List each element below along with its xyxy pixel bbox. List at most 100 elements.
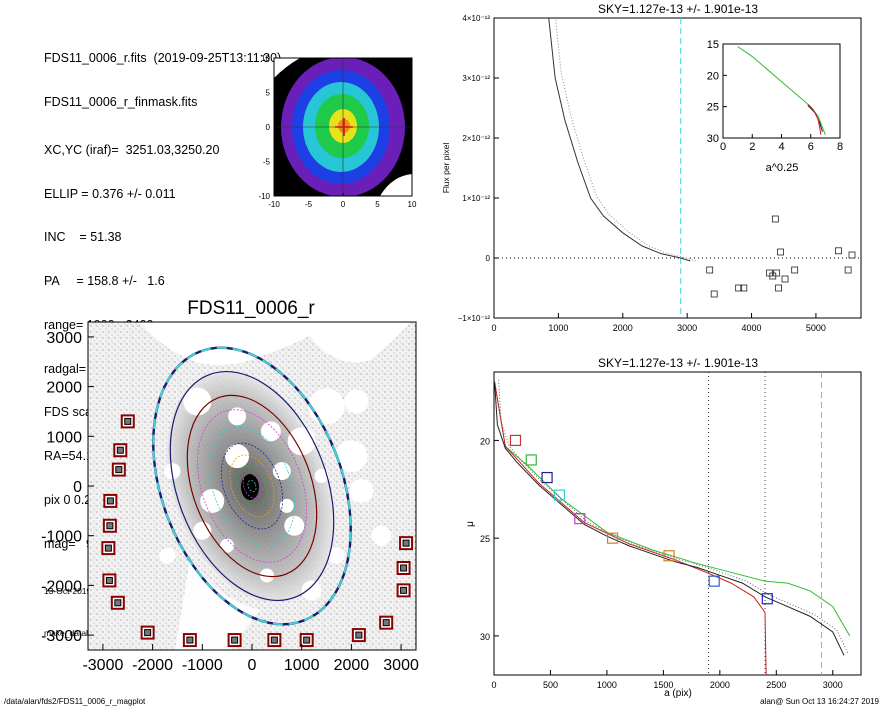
- mu-marker-box: [663, 550, 675, 562]
- zoom-ytick-label: -5: [263, 158, 271, 167]
- flux-profile-dotted: [554, 18, 697, 262]
- galaxy-sky-box-inner: [382, 619, 390, 627]
- mask-circle: [259, 568, 274, 583]
- galaxy-xtick-label: -3000: [82, 657, 123, 674]
- flux-sky-box: [771, 215, 779, 223]
- mu-line-black: [494, 381, 845, 656]
- mu-line-green: [494, 381, 851, 637]
- isophote-contour: [242, 473, 262, 499]
- mask-circle: [314, 469, 329, 484]
- zoom-xtick-label: 10: [408, 200, 417, 209]
- isophote-contour: [247, 479, 257, 493]
- info-line-center: XC,YC (iraf)= 3251.03,3250.20: [44, 142, 220, 157]
- flux-ytick-label: 4×10⁻¹²: [462, 14, 490, 23]
- mask-top-region: [140, 322, 330, 366]
- flux-xtick-label: 2000: [613, 323, 633, 333]
- flux-ylabel: Flux per pixel: [441, 143, 451, 194]
- flux-sky-box: [775, 284, 782, 292]
- zoom-xtick-label: -5: [305, 200, 313, 209]
- galaxy-xtick-label: 3000: [383, 657, 419, 674]
- galaxy-sky-box-inner: [186, 636, 194, 644]
- mu-ylabel: μ: [465, 521, 476, 527]
- flux-ytick-label: 3×10⁻¹²: [462, 74, 490, 83]
- inset-line-red: [807, 103, 822, 135]
- mask-bottom-region: [175, 560, 260, 650]
- galaxy-ytick-label: 0: [73, 479, 82, 496]
- flux-sky-box: [740, 284, 748, 292]
- galaxy-sky-box-inner: [400, 564, 408, 572]
- zoom-ytick-label: -10: [258, 192, 270, 201]
- mu-xlabel: a (pix): [664, 688, 692, 699]
- inset-xtick-label: 0: [720, 141, 726, 153]
- zoom-xtick-label: -10: [268, 200, 280, 209]
- inset-xtick-label: 4: [778, 141, 784, 153]
- mask-circles: [159, 387, 392, 601]
- mask-circle: [279, 498, 294, 513]
- ellipse-range-inner: [186, 394, 318, 578]
- mu-marker-box: [553, 489, 566, 501]
- galaxy-core: [241, 474, 259, 500]
- galaxy-sky-box-inner: [402, 539, 410, 547]
- flux-sky-box: [781, 275, 789, 283]
- mu-panel: SKY=1.127e-13 +/- 1.901e-13 μ a (pix) 0 5…: [465, 356, 862, 699]
- inset-plot-area: [737, 46, 826, 136]
- mu-marker-box: [708, 575, 720, 587]
- info-line-pa: PA = 158.8 +/- 1.6: [44, 274, 165, 289]
- mask-circle: [371, 525, 392, 546]
- galaxy-ytick-label: 1000: [46, 429, 82, 446]
- mask-circle: [200, 488, 225, 513]
- flux-axes: 0 1000 2000 3000 4000 5000−1×10⁻¹²01×10⁻¹²2×1…: [458, 14, 826, 333]
- mu-ytick-label: 20: [480, 436, 490, 446]
- mask-circle: [193, 521, 212, 540]
- galaxy-sky-box-inner: [231, 636, 239, 644]
- mask-circle: [220, 538, 235, 553]
- flux-panel: SKY=1.127e-13 +/- 1.901e-13 Flux per pix…: [441, 2, 862, 333]
- galaxy-ytick-label: 2000: [46, 380, 82, 397]
- mu-marker-box: [509, 434, 522, 447]
- zoom-xtick-label: 0: [341, 200, 346, 209]
- mu-line-red: [494, 381, 767, 675]
- mu-xtick-label: 1000: [597, 680, 617, 690]
- galaxy-ytick-label: 3000: [46, 330, 82, 347]
- center-zoom-panel: -10 -5 0 5 10 -10 -5 0 5 10: [258, 54, 417, 209]
- galaxy-xtick-label: -2000: [132, 657, 173, 674]
- mask-circle: [272, 462, 291, 481]
- galaxy-xtick-label: -1000: [182, 657, 223, 674]
- mask-circle: [287, 427, 316, 456]
- isophote-contour: [209, 426, 295, 546]
- mask-circle: [308, 388, 345, 425]
- flux-sky-box: [835, 247, 842, 255]
- galaxy-axes: -3000 -2000 -1000 0 1000 2000 3000 3000 2000 1000…: [41, 330, 419, 674]
- mu-xtick-label: 2000: [710, 680, 730, 690]
- galaxy-sky-box-inner: [124, 417, 132, 425]
- galaxy-sky-box-inner: [105, 576, 113, 584]
- flux-plot-area: [494, 18, 861, 318]
- inset-ytick-label: 20: [707, 70, 719, 82]
- footer-stamp: alan@ Sun Oct 13 16:24:27 2019: [760, 697, 879, 706]
- zoom-xtick-label: 5: [375, 200, 380, 209]
- mask-circle: [284, 515, 305, 536]
- mu-marker-box: [541, 471, 553, 484]
- inset-axes: 0 2 4 6 8 15 20 25 30: [707, 39, 843, 153]
- mask-circle: [183, 387, 212, 416]
- mu-marker-box: [606, 532, 619, 544]
- flux-title: SKY=1.127e-13 +/- 1.901e-13: [598, 2, 758, 16]
- ellipse-range-outer: [169, 370, 335, 602]
- zoom-mask-topleft: [274, 58, 300, 78]
- galaxy-sky-box-inner: [106, 522, 114, 530]
- mu-xtick-label: 0: [491, 680, 496, 690]
- mask-top-right-region: [300, 322, 410, 363]
- info-line-file: FDS11_0006_r.fits (2019-09-25T13:11:30): [44, 51, 282, 66]
- isophote-contour: [237, 465, 267, 507]
- flux-sky-box: [706, 266, 714, 274]
- mask-circle: [328, 547, 345, 564]
- flux-xtick-label: 1000: [548, 323, 568, 333]
- mu-marker-box: [525, 454, 537, 466]
- isophote-contour: [229, 454, 275, 518]
- zoom-ytick-label: 5: [266, 89, 271, 98]
- mask-circle: [225, 444, 250, 469]
- mask-circle: [228, 407, 247, 426]
- galaxy-sky-box-inner: [114, 599, 122, 607]
- mask-circle: [344, 389, 369, 414]
